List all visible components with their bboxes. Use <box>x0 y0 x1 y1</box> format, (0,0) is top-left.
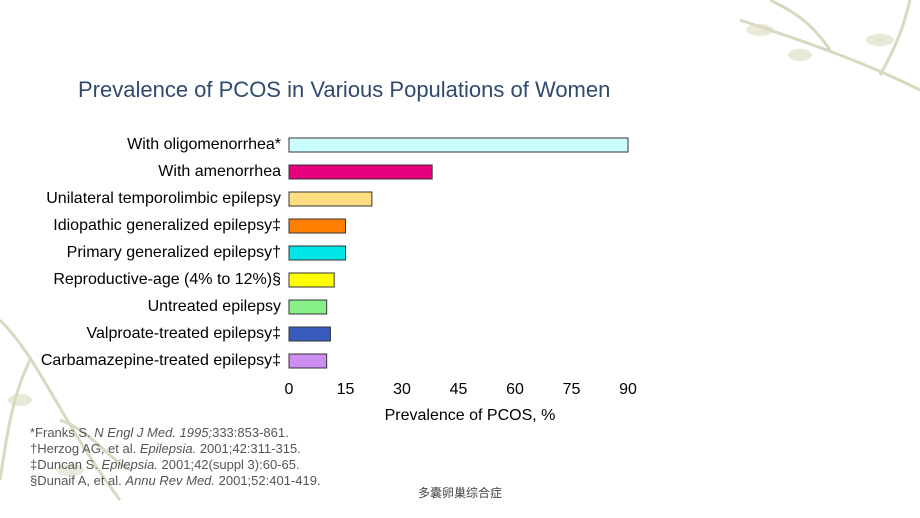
x-axis-title: Prevalence of PCOS, % <box>385 407 556 424</box>
bar <box>288 299 328 315</box>
leaf <box>8 394 32 406</box>
x-tick-label: 90 <box>619 381 637 398</box>
footnote-author: §Dunaif A, et al. <box>30 473 125 488</box>
y-tick-label: Primary generalized epilepsy† <box>67 244 281 261</box>
x-tick-label: 15 <box>337 381 355 398</box>
footnote: *Franks S. N Engl J Med. 1995;333:853-86… <box>30 425 289 440</box>
x-tick-label: 45 <box>450 381 468 398</box>
footnote-journal: Annu Rev Med. <box>124 473 215 488</box>
bar <box>288 218 346 234</box>
y-tick-label: Idiopathic generalized epilepsy‡ <box>53 217 281 234</box>
y-tick-label: With oligomenorrhea* <box>127 136 281 153</box>
footnote-author: †Herzog AG, et al. <box>30 441 140 456</box>
leaves <box>8 24 894 476</box>
x-tick-label: 30 <box>393 381 411 398</box>
footnote-journal: Epilepsia. <box>102 457 158 472</box>
footnote-rest: 333:853-861. <box>212 425 289 440</box>
bar <box>288 137 629 153</box>
footnote-rest: 2001;52:401-419. <box>215 473 321 488</box>
x-tick-label: 0 <box>285 381 294 398</box>
footnote-rest: 2001;42(suppl 3):60-65. <box>158 457 300 472</box>
footnote: §Dunaif A, et al. Annu Rev Med. 2001;52:… <box>30 473 321 488</box>
y-tick-label: Untreated epilepsy <box>148 298 281 315</box>
footnote-journal: Epilepsia. <box>140 441 196 456</box>
footnote-journal: N Engl J Med. 1995; <box>94 425 212 440</box>
footnote: ‡Duncan S. Epilepsia. 2001;42(suppl 3):6… <box>30 457 300 472</box>
y-tick-label: Carbamazepine-treated epilepsy‡ <box>41 352 281 369</box>
leaf <box>56 464 84 476</box>
footnotes: *Franks S. N Engl J Med. 1995;333:853-86… <box>30 425 321 488</box>
x-tick-label: 75 <box>563 381 581 398</box>
leaf <box>866 34 894 46</box>
bar <box>288 272 335 288</box>
bar <box>288 164 433 180</box>
branch <box>739 0 920 92</box>
y-tick-label: Unilateral temporolimbic epilepsy <box>46 190 281 207</box>
footnote-author: *Franks S. <box>30 425 94 440</box>
chart-title: Prevalence of PCOS in Various Population… <box>78 77 610 102</box>
branch <box>0 318 131 501</box>
y-tick-label: Valproate-treated epilepsy‡ <box>87 325 282 342</box>
bar <box>288 245 346 261</box>
footnote-rest: 2001;42:311-315. <box>196 441 301 456</box>
y-tick-label: With amenorrhea <box>158 163 281 180</box>
x-tick-label: 60 <box>506 381 524 398</box>
footer: 多囊卵巢综合症 <box>418 485 502 500</box>
footnote: †Herzog AG, et al. Epilepsia. 2001;42:31… <box>30 441 301 456</box>
leaf <box>788 49 812 61</box>
bar <box>288 191 373 207</box>
bar <box>288 353 328 369</box>
leaf <box>746 24 774 36</box>
bar <box>288 326 331 342</box>
y-tick-label: Reproductive-age (4% to 12%)§ <box>53 271 281 288</box>
footnote-author: ‡Duncan S. <box>30 457 102 472</box>
